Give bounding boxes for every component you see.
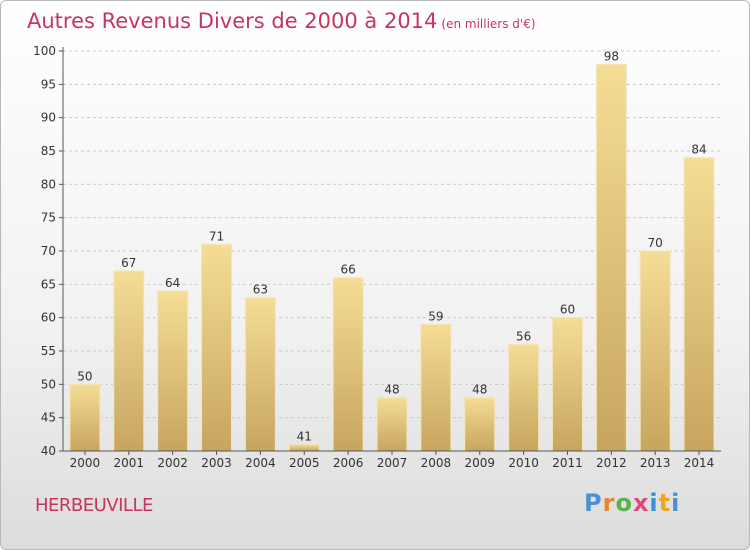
bar-value-label: 41 [297, 429, 312, 443]
x-tick-label: 2003 [201, 456, 232, 470]
y-tick-label: 55 [41, 344, 56, 358]
y-tick-label: 40 [41, 444, 56, 458]
x-tick-label: 2009 [464, 456, 495, 470]
bar [201, 243, 233, 452]
bar-value-label: 50 [77, 369, 92, 383]
bar-value-label: 66 [340, 263, 355, 277]
bar [113, 270, 145, 452]
x-tick-label: 2013 [640, 456, 671, 470]
bar-value-label: 64 [165, 276, 180, 290]
bar [639, 250, 671, 452]
commune-name: HERBEUVILLE [35, 495, 153, 516]
y-tick-label: 80 [41, 177, 56, 191]
bar-value-label: 56 [516, 329, 531, 343]
x-tick-label: 2008 [421, 456, 452, 470]
x-tick-label: 2011 [552, 456, 583, 470]
bar-value-label: 60 [560, 303, 575, 317]
x-tick-label: 2006 [333, 456, 364, 470]
bar [332, 277, 364, 452]
bars [69, 63, 715, 452]
y-tick-label: 70 [41, 244, 56, 258]
bar-value-label: 98 [604, 49, 619, 63]
bar-value-label: 63 [253, 283, 268, 297]
bar [69, 383, 101, 452]
bar-value-label: 48 [384, 383, 399, 397]
axes: 40 45 50 55 60 65 70 75 80 85 90 95 100 2000 2001 2002 2… [33, 44, 721, 470]
y-tick-label: 90 [41, 111, 56, 125]
bar-value-label: 59 [428, 309, 443, 323]
chart-title: Autres Revenus Divers de 2000 à 2014 (en … [27, 9, 536, 33]
bar [595, 63, 627, 452]
y-tick-label: 65 [41, 277, 56, 291]
bar [157, 290, 189, 452]
x-tick-label: 2010 [508, 456, 539, 470]
x-tick-label: 2001 [114, 456, 145, 470]
proxiti-logo[interactable]: Proxiti [584, 489, 681, 517]
y-tick-label: 50 [41, 377, 56, 391]
bar-value-label: 84 [691, 143, 706, 157]
bar-value-label: 71 [209, 229, 224, 243]
y-tick-label: 95 [41, 77, 56, 91]
x-tick-label: 2005 [289, 456, 320, 470]
y-tick-label: 100 [33, 44, 56, 58]
y-tick-label: 85 [41, 144, 56, 158]
bar [464, 397, 496, 452]
x-tick-label: 2004 [245, 456, 276, 470]
chart-unit: (en milliers d'€) [441, 17, 536, 31]
x-tick-label: 2002 [157, 456, 188, 470]
bar [244, 297, 276, 452]
y-tick-label: 75 [41, 211, 56, 225]
bar [420, 323, 452, 452]
bar [683, 157, 715, 452]
bar [288, 443, 320, 452]
bar [551, 317, 583, 452]
bar [508, 343, 540, 452]
y-tick-label: 60 [41, 311, 56, 325]
y-tick-label: 45 [41, 411, 56, 425]
x-tick-label: 2000 [70, 456, 101, 470]
x-tick-label: 2014 [684, 456, 715, 470]
x-tick-label: 2012 [596, 456, 627, 470]
x-tick-label: 2007 [377, 456, 408, 470]
bar-value-label: 67 [121, 256, 136, 270]
data-labels: 50 67 64 71 63 41 66 48 59 48 56 60 98 70 84 [77, 49, 706, 443]
chart-title-text: Autres Revenus Divers de 2000 à 2014 [27, 9, 438, 33]
bar-value-label: 70 [648, 236, 663, 250]
bar-value-label: 48 [472, 383, 487, 397]
bar [376, 397, 408, 452]
